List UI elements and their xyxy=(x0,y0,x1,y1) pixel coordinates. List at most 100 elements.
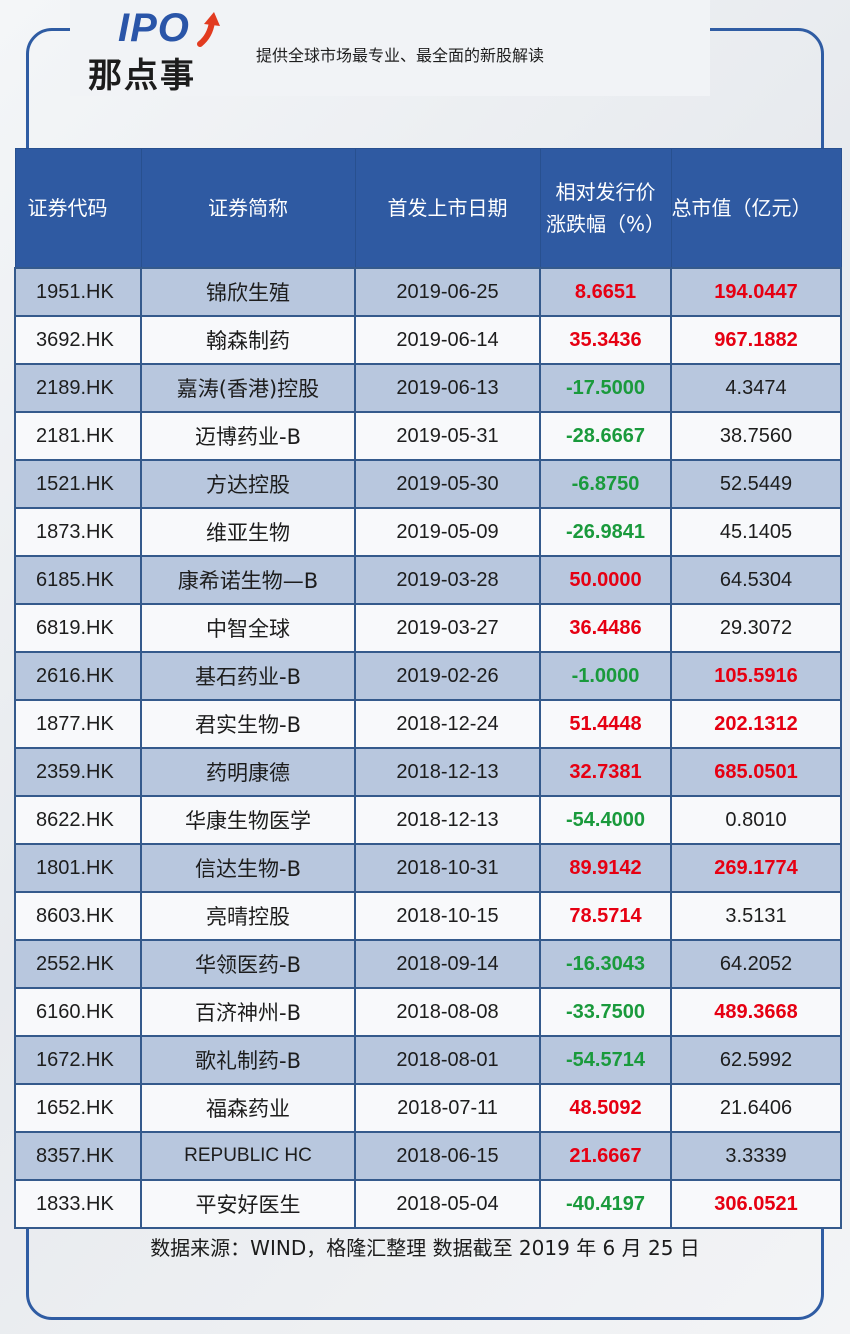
price-change-cell: -28.6667 xyxy=(539,411,672,461)
page-header xyxy=(70,0,710,96)
price-change-cell: -54.5714 xyxy=(539,1035,672,1085)
security-name-cell: 药明康德 xyxy=(140,747,356,797)
market-cap-cell: 967.1882 xyxy=(670,315,842,365)
security-code-cell: 6185.HK xyxy=(14,555,142,605)
security-name-cell: 君实生物-B xyxy=(140,699,356,749)
market-cap-cell: 4.3474 xyxy=(670,363,842,413)
listing-date-cell: 2018-08-08 xyxy=(354,987,541,1037)
price-change-cell: 48.5092 xyxy=(539,1083,672,1133)
table-row: 2189.HK 嘉涛(香港)控股 2019-06-13 -17.5000 4.3474 xyxy=(14,363,842,413)
table-row: 1951.HK 锦欣生殖 2019-06-25 8.6651 194.0447 xyxy=(14,267,842,317)
security-code-cell: 1672.HK xyxy=(14,1035,142,1085)
security-name-cell: 平安好医生 xyxy=(140,1179,356,1229)
ipo-logo: IPO 那点事 xyxy=(88,6,238,96)
market-cap-cell: 29.3072 xyxy=(670,603,842,653)
listing-date-cell: 2018-06-15 xyxy=(354,1131,541,1181)
listing-date-cell: 2018-05-04 xyxy=(354,1179,541,1229)
market-cap-cell: 269.1774 xyxy=(670,843,842,893)
market-cap-cell: 64.2052 xyxy=(670,939,842,989)
listing-date-cell: 2019-02-26 xyxy=(354,651,541,701)
price-change-cell: 89.9142 xyxy=(539,843,672,893)
security-code-cell: 2552.HK xyxy=(14,939,142,989)
security-code-cell: 6819.HK xyxy=(14,603,142,653)
table-row: 1833.HK 平安好医生 2018-05-04 -40.4197 306.0521 xyxy=(14,1179,842,1229)
security-code-cell: 1521.HK xyxy=(14,459,142,509)
security-code-cell: 8622.HK xyxy=(14,795,142,845)
security-name-cell: 百济神州-B xyxy=(140,987,356,1037)
listing-date-cell: 2019-05-09 xyxy=(354,507,541,557)
price-change-cell: 51.4448 xyxy=(539,699,672,749)
market-cap-cell: 3.5131 xyxy=(670,891,842,941)
market-cap-cell: 0.8010 xyxy=(670,795,842,845)
price-change-cell: -16.3043 xyxy=(539,939,672,989)
market-cap-cell: 21.6406 xyxy=(670,1083,842,1133)
table-row: 6819.HK 中智全球 2019-03-27 36.4486 29.3072 xyxy=(14,603,842,653)
price-change-cell: 21.6667 xyxy=(539,1131,672,1181)
security-code-cell: 3692.HK xyxy=(14,315,142,365)
security-name-cell: 福森药业 xyxy=(140,1083,356,1133)
listing-date-cell: 2018-12-24 xyxy=(354,699,541,749)
security-name-cell: 华领医药-B xyxy=(140,939,356,989)
market-cap-cell: 52.5449 xyxy=(670,459,842,509)
data-source-note: 数据来源：WIND，格隆汇整理 数据截至 2019 年 6 月 25 日 xyxy=(150,1236,700,1260)
listing-date-cell: 2019-03-28 xyxy=(354,555,541,605)
security-name-cell: 歌礼制药-B xyxy=(140,1035,356,1085)
market-cap-cell: 489.3668 xyxy=(670,987,842,1037)
logo-cn-text: 那点事 xyxy=(88,56,196,96)
price-change-cell: 35.3436 xyxy=(539,315,672,365)
col-header-date: 首发上市日期 xyxy=(354,148,541,269)
price-change-cell: -33.7500 xyxy=(539,987,672,1037)
col-header-code: 证券代码 xyxy=(14,148,142,269)
price-change-cell: 36.4486 xyxy=(539,603,672,653)
security-code-cell: 1873.HK xyxy=(14,507,142,557)
price-change-cell: 50.0000 xyxy=(539,555,672,605)
market-cap-cell: 45.1405 xyxy=(670,507,842,557)
price-change-cell: -1.0000 xyxy=(539,651,672,701)
listing-date-cell: 2018-12-13 xyxy=(354,747,541,797)
security-code-cell: 2359.HK xyxy=(14,747,142,797)
listing-date-cell: 2018-09-14 xyxy=(354,939,541,989)
col-header-change-line1: 相对发行价 xyxy=(555,180,656,204)
security-code-cell: 1652.HK xyxy=(14,1083,142,1133)
table-row: 2359.HK 药明康德 2018-12-13 32.7381 685.0501 xyxy=(14,747,842,797)
listing-date-cell: 2019-03-27 xyxy=(354,603,541,653)
market-cap-cell: 3.3339 xyxy=(670,1131,842,1181)
security-name-cell: 翰森制药 xyxy=(140,315,356,365)
price-change-cell: -26.9841 xyxy=(539,507,672,557)
arrow-up-icon xyxy=(197,12,220,47)
table-row: 8622.HK 华康生物医学 2018-12-13 -54.4000 0.8010 xyxy=(14,795,842,845)
security-code-cell: 2616.HK xyxy=(14,651,142,701)
security-name-cell: 嘉涛(香港)控股 xyxy=(140,363,356,413)
security-code-cell: 8357.HK xyxy=(14,1131,142,1181)
security-code-cell: 2181.HK xyxy=(14,411,142,461)
security-code-cell: 2189.HK xyxy=(14,363,142,413)
listing-date-cell: 2019-06-14 xyxy=(354,315,541,365)
market-cap-cell: 685.0501 xyxy=(670,747,842,797)
security-name-cell: 维亚生物 xyxy=(140,507,356,557)
listing-date-cell: 2018-10-15 xyxy=(354,891,541,941)
logo-ipo-text: IPO xyxy=(118,6,190,50)
table-row: 6185.HK 康希诺生物—B 2019-03-28 50.0000 64.5304 xyxy=(14,555,842,605)
table-row: 1521.HK 方达控股 2019-05-30 -6.8750 52.5449 xyxy=(14,459,842,509)
market-cap-cell: 306.0521 xyxy=(670,1179,842,1229)
security-name-cell: 基石药业-B xyxy=(140,651,356,701)
table-row: 1877.HK 君实生物-B 2018-12-24 51.4448 202.1312 xyxy=(14,699,842,749)
market-cap-cell: 64.5304 xyxy=(670,555,842,605)
security-name-cell: 方达控股 xyxy=(140,459,356,509)
price-change-cell: -54.4000 xyxy=(539,795,672,845)
listing-date-cell: 2018-12-13 xyxy=(354,795,541,845)
table-row: 1652.HK 福森药业 2018-07-11 48.5092 21.6406 xyxy=(14,1083,842,1133)
security-name-cell: 迈博药业-B xyxy=(140,411,356,461)
listing-date-cell: 2018-08-01 xyxy=(354,1035,541,1085)
table-row: 2181.HK 迈博药业-B 2019-05-31 -28.6667 38.7560 xyxy=(14,411,842,461)
market-cap-cell: 38.7560 xyxy=(670,411,842,461)
security-code-cell: 1801.HK xyxy=(14,843,142,893)
listing-date-cell: 2019-05-30 xyxy=(354,459,541,509)
price-change-cell: 78.5714 xyxy=(539,891,672,941)
security-name-cell: 亮晴控股 xyxy=(140,891,356,941)
security-code-cell: 1877.HK xyxy=(14,699,142,749)
security-name-cell: 华康生物医学 xyxy=(140,795,356,845)
table-header-row: 证券代码 证券简称 首发上市日期 相对发行价 涨跌幅（%） 总市值（亿元） xyxy=(14,148,842,269)
table-row: 6160.HK 百济神州-B 2018-08-08 -33.7500 489.3668 xyxy=(14,987,842,1037)
security-name-cell: 康希诺生物—B xyxy=(140,555,356,605)
